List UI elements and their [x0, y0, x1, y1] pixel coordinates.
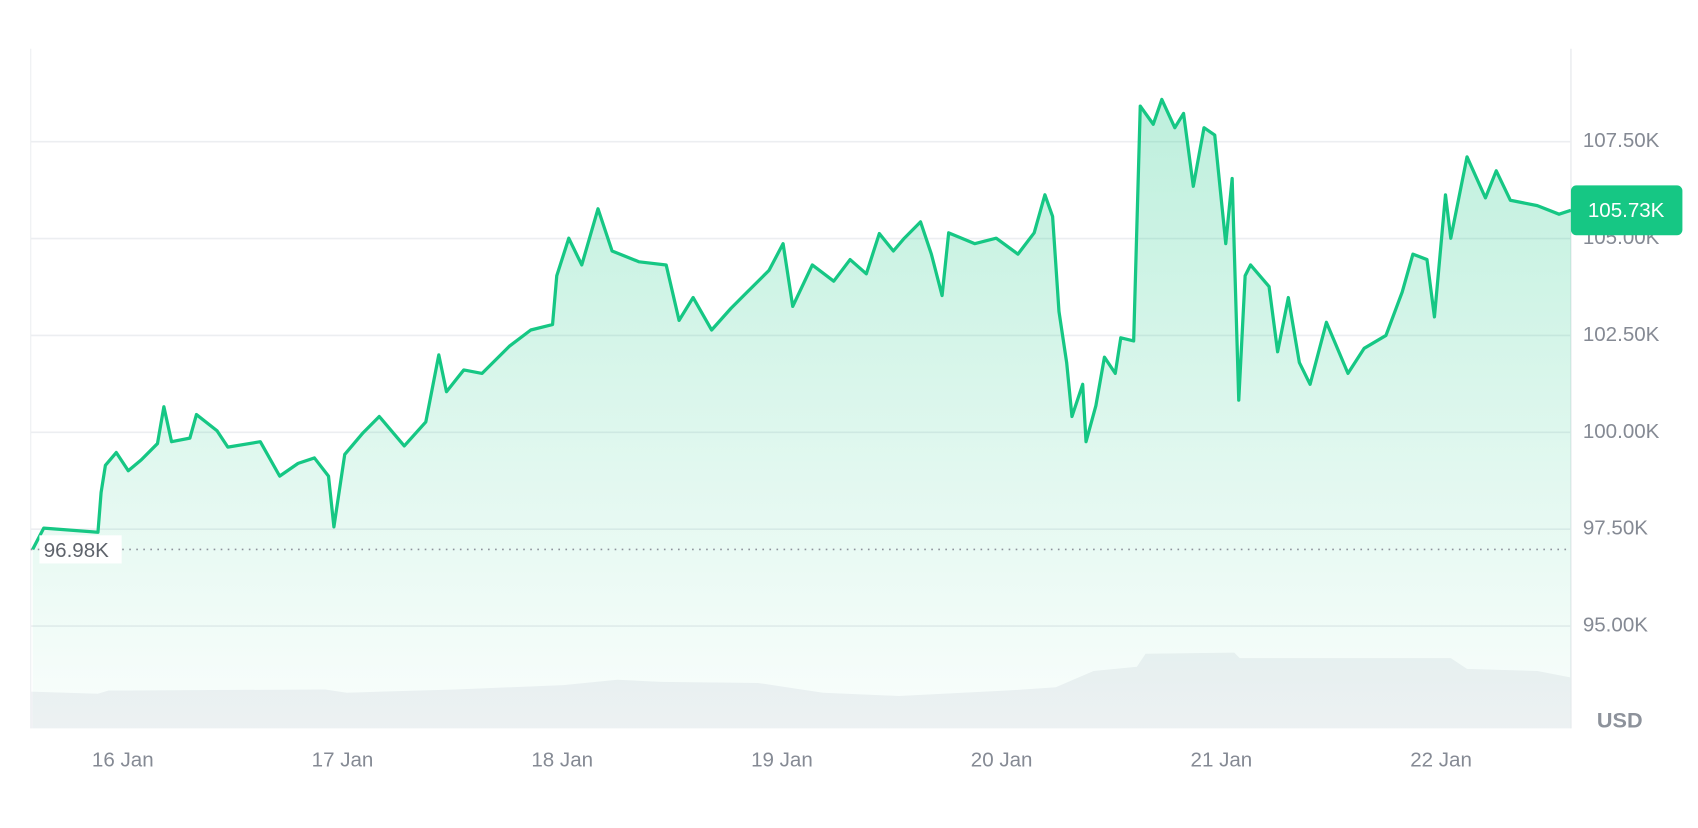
- y-tick-label: 100.00K: [1583, 420, 1660, 443]
- price-line: [31, 97, 1572, 551]
- last-price-label: 105.73K: [1588, 199, 1665, 222]
- y-tick-label: 95.00K: [1583, 614, 1648, 637]
- x-tick-label: 20 Jan: [971, 748, 1033, 771]
- x-tick-label: 17 Jan: [312, 748, 374, 771]
- plot: [30, 97, 1572, 729]
- labels: 95.00K97.50K100.00K102.50K105.00K107.50K…: [39, 129, 1683, 771]
- x-tick-label: 22 Jan: [1410, 748, 1472, 771]
- x-tick-label: 19 Jan: [751, 748, 813, 771]
- currency-label: USD: [1597, 708, 1643, 733]
- y-tick-label: 97.50K: [1583, 517, 1648, 540]
- x-tick-label: 21 Jan: [1191, 748, 1253, 771]
- x-tick-label: 18 Jan: [531, 748, 593, 771]
- y-tick-label: 107.50K: [1583, 129, 1660, 152]
- y-tick-label: 102.50K: [1583, 323, 1660, 346]
- baseline-label-bg: [39, 535, 122, 564]
- last-price-badge: [1570, 185, 1683, 236]
- baseline-label: 96.98K: [44, 539, 109, 562]
- x-tick-label: 16 Jan: [92, 748, 154, 771]
- price-area: [32, 99, 1571, 729]
